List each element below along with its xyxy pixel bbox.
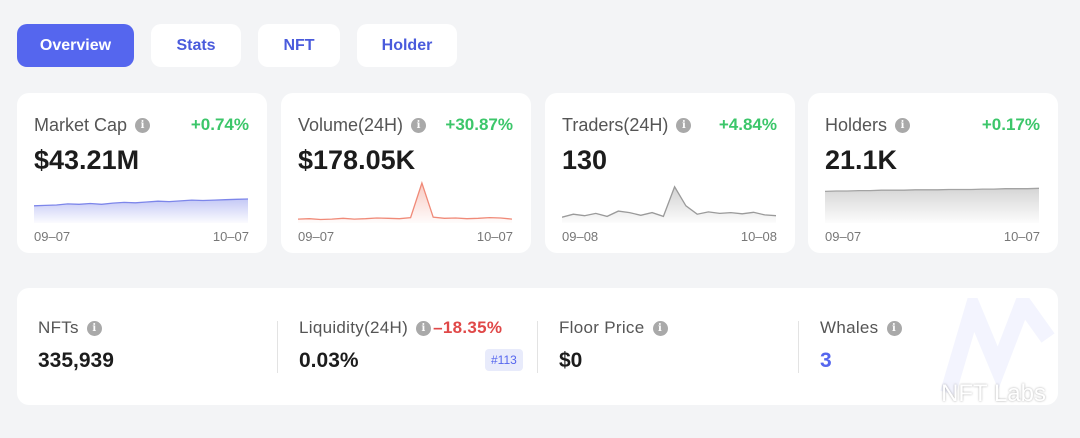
sparkline-line	[825, 187, 1039, 193]
info-icon[interactable]: i	[135, 118, 151, 133]
sparkline-chart	[562, 185, 776, 223]
liquidity-change: –18.35%	[433, 318, 503, 337]
card-value: $178.05K	[298, 145, 416, 175]
change-percent: +4.84%	[718, 115, 777, 134]
stat-label-text: Liquidity(24H)	[299, 318, 409, 337]
stat-label-text: Whales	[820, 318, 879, 337]
whales-value-link[interactable]: 3	[820, 349, 832, 372]
stat-label-text: Floor Price	[559, 318, 645, 337]
market-cap-card: Market Cap i +0.74% $43.21M 09–07 10–07	[17, 93, 267, 253]
sparkline-area	[562, 186, 776, 223]
liquidity-stat: Liquidity(24H) i –18.35% 0.03% #113	[278, 288, 538, 405]
card-label: Holders i	[825, 115, 911, 136]
card-value: 130	[562, 145, 608, 175]
stat-label: NFTs i	[38, 318, 102, 338]
stats-panel: NFTs i 335,939 Liquidity(24H) i –18.35% 0.0…	[17, 288, 1058, 405]
sparkline-chart	[825, 187, 1039, 223]
sparkline-line	[562, 185, 776, 218]
whales-stat: Whales i 3	[799, 288, 1058, 405]
date-end: 10–08	[740, 229, 777, 244]
brand-watermark-icon	[940, 298, 1055, 396]
date-end: 10–07	[212, 229, 249, 244]
card-label-text: Volume(24H)	[298, 115, 404, 135]
change-percent: +0.17%	[981, 115, 1040, 134]
sparkline-chart	[34, 198, 248, 223]
info-icon[interactable]: i	[416, 320, 432, 336]
info-icon[interactable]: i	[652, 320, 668, 336]
traders-card: Traders(24H) i +4.84% 130 09–08 10–08	[545, 93, 795, 253]
stat-value: 0.03%	[299, 349, 359, 372]
rank-badge: #113	[485, 349, 523, 371]
card-value: 21.1K	[825, 145, 898, 175]
date-start: 09–08	[562, 229, 599, 244]
stat-label: Floor Price i	[559, 318, 668, 338]
nfts-stat: NFTs i 335,939	[17, 288, 277, 405]
tab-holder[interactable]: Holder	[357, 24, 457, 67]
info-icon[interactable]: i	[676, 118, 692, 133]
divider	[798, 321, 799, 373]
info-icon[interactable]: i	[886, 320, 902, 336]
wechat-icon	[905, 382, 933, 405]
info-icon[interactable]: i	[895, 118, 911, 133]
sparkline-line	[298, 181, 512, 221]
sparkline-area	[34, 199, 248, 223]
card-label: Traders(24H) i	[562, 115, 692, 136]
date-start: 09–07	[825, 229, 862, 244]
volume-card: Volume(24H) i +30.87% $178.05K 09–07 10–0…	[281, 93, 531, 253]
divider	[537, 321, 538, 373]
date-start: 09–07	[298, 229, 335, 244]
card-label-text: Traders(24H)	[562, 115, 669, 135]
brand-mark: NFT Labs	[905, 380, 1046, 408]
divider	[277, 321, 278, 373]
card-label-text: Market Cap	[34, 115, 128, 135]
stat-label: Whales i	[820, 318, 902, 338]
stat-value: 335,939	[38, 349, 114, 372]
sparkline-line	[34, 198, 248, 207]
card-label: Market Cap i	[34, 115, 151, 136]
holders-card: Holders i +0.17% 21.1K 09–07 10–07	[808, 93, 1058, 253]
stat-label: Liquidity(24H) i –18.35%	[299, 318, 502, 338]
floor-price-stat: Floor Price i $0	[538, 288, 798, 405]
date-start: 09–07	[34, 229, 71, 244]
sparkline-chart	[298, 181, 512, 223]
sparkline-area	[825, 188, 1039, 223]
brand-name: NFT Labs	[941, 380, 1046, 407]
date-end: 10–07	[476, 229, 513, 244]
card-value: $43.21M	[34, 145, 140, 175]
info-icon[interactable]: i	[411, 118, 427, 133]
card-label: Volume(24H) i	[298, 115, 427, 136]
tab-nft[interactable]: NFT	[258, 24, 340, 67]
date-end: 10–07	[1003, 229, 1040, 244]
change-percent: +0.74%	[190, 115, 249, 134]
change-percent: +30.87%	[445, 115, 513, 134]
tab-stats[interactable]: Stats	[151, 24, 241, 67]
stat-value: $0	[559, 349, 583, 372]
stat-label-text: NFTs	[38, 318, 79, 337]
info-icon[interactable]: i	[86, 320, 102, 336]
tab-overview[interactable]: Overview	[17, 24, 134, 67]
tab-bar: Overview Stats NFT Holder	[17, 24, 457, 67]
card-label-text: Holders	[825, 115, 888, 135]
sparkline-area	[298, 183, 512, 223]
